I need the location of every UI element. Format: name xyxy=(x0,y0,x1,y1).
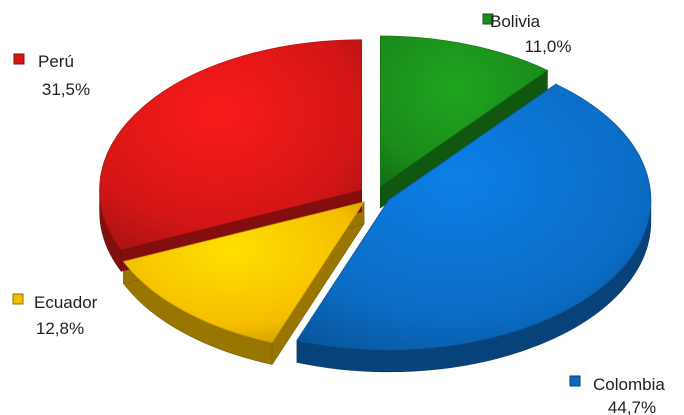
slice-label-bolivia: Bolivia 11,0% xyxy=(482,12,572,56)
slice-name: Ecuador xyxy=(34,293,98,312)
legend-marker-bolivia xyxy=(482,13,494,25)
slice-value: 31,5% xyxy=(42,80,90,99)
pie-slice-bolivia xyxy=(380,35,549,187)
pie-slice-perú xyxy=(99,39,363,250)
slice-label-colombia: Colombia 44,7% xyxy=(569,375,665,415)
slice-value: 11,0% xyxy=(525,37,572,56)
slice-value: 12,8% xyxy=(36,319,84,338)
slice-name: Perú xyxy=(38,52,74,71)
slice-label-ecuador: Ecuador 12,8% xyxy=(12,293,98,338)
legend-marker-colombia xyxy=(569,375,581,387)
slice-label-perú: Perú 31,5% xyxy=(13,52,90,99)
slice-name: Colombia xyxy=(593,375,665,394)
slice-value: 44,7% xyxy=(608,398,656,415)
pie-slice-colombia xyxy=(296,83,652,351)
pie-slice-ecuador xyxy=(122,201,365,343)
pie-slices xyxy=(99,35,652,373)
slice-name: Bolivia xyxy=(490,12,541,31)
legend-marker-ecuador xyxy=(12,293,24,305)
pie-labels: Bolivia 11,0% Colombia 44,7% Ecuador 12,8% Per… xyxy=(12,12,665,415)
legend-marker-perú xyxy=(13,53,25,65)
